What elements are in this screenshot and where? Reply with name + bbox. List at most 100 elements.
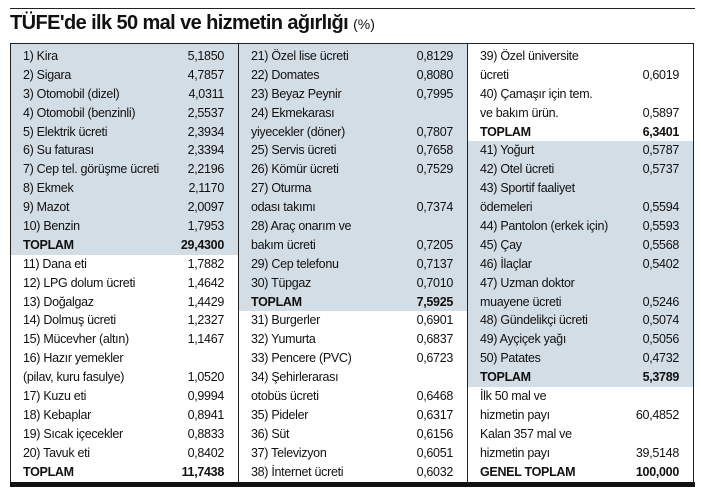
item-value: 0,9994 bbox=[187, 389, 225, 404]
item-label: ve bakım ürün. bbox=[480, 105, 559, 120]
item-value: 2,2196 bbox=[187, 162, 225, 177]
item-label: 17) Kuzu eti bbox=[23, 389, 87, 404]
item-value: 6,3401 bbox=[642, 124, 680, 139]
item-label: TOPLAM bbox=[23, 237, 74, 252]
table-row: yiyecekler (döner) 0,7807 bbox=[239, 122, 467, 142]
item-value: 2,0097 bbox=[187, 200, 225, 215]
item-value: 0,8833 bbox=[187, 426, 225, 441]
table-row: 3) Otomobil (dizel) 4,0311 bbox=[11, 84, 238, 104]
table-row: 37) Televizyon 0,6051 bbox=[239, 444, 467, 463]
item-value: 0,7374 bbox=[416, 200, 454, 215]
item-label: 30) Tüpgaz bbox=[251, 275, 312, 290]
item-value: 0,8402 bbox=[187, 445, 225, 460]
table-row: hizmetin payı 60,4852 bbox=[468, 406, 693, 425]
item-label: 44) Pantolon (erkek için) bbox=[480, 219, 608, 234]
item-label: 29) Cep telefonu bbox=[251, 256, 339, 271]
item-value: 0,7995 bbox=[416, 86, 454, 101]
item-value: 0,6837 bbox=[416, 332, 454, 347]
weights-table: 1) Kira 5,1850 2) Sigara 4,7857 3) Otomobil … bbox=[10, 43, 694, 482]
table-column-2: 21) Özel lise ücreti 0,8129 22) Domates 0,8… bbox=[239, 44, 468, 482]
table-row: bakım ücreti 0,7205 bbox=[239, 235, 467, 255]
item-label: 47) Uzman doktor bbox=[480, 275, 575, 290]
table-column-1: 1) Kira 5,1850 2) Sigara 4,7857 3) Otomobil … bbox=[11, 44, 239, 482]
item-value: 2,5537 bbox=[187, 105, 225, 120]
item-label: 35) Pideler bbox=[251, 407, 309, 422]
item-label: 37) Televizyon bbox=[251, 445, 327, 460]
item-value: 0,5737 bbox=[642, 162, 680, 177]
table-row: 26) Kömür ücreti 0,7529 bbox=[239, 160, 467, 180]
table-row: muayene ücreti 0,5246 bbox=[468, 292, 693, 312]
item-label: 24) Ekmekarası bbox=[251, 105, 335, 120]
item-value: 0,5246 bbox=[642, 294, 680, 309]
table-row: 40) Çamaşır için tem. bbox=[468, 85, 693, 104]
item-value: 4,0311 bbox=[188, 86, 224, 101]
table-row: 28) Araç onarım ve bbox=[239, 217, 467, 236]
table-column-3: 39) Özel üniversite ücreti 0,6019 40) Çamaş… bbox=[468, 44, 694, 482]
item-label: 42) Otel ücreti bbox=[480, 162, 555, 177]
table-row: 49) Ayçiçek yağı 0,5056 bbox=[468, 330, 693, 350]
table-row: 1) Kira 5,1850 bbox=[11, 44, 238, 66]
item-value: 0,6019 bbox=[642, 67, 680, 82]
table-row: ödemeleri 0,5594 bbox=[468, 198, 693, 218]
table-row: 15) Mücevher (altın) 1,1467 bbox=[11, 330, 238, 349]
table-row: 44) Pantolon (erkek için) 0,5593 bbox=[468, 217, 693, 236]
item-label: 36) Süt bbox=[251, 426, 290, 441]
table-row: ve bakım ürün. 0,5897 bbox=[468, 104, 693, 123]
item-value: 0,8941 bbox=[187, 407, 225, 422]
table-row: otobüs ücreti 0,6468 bbox=[239, 387, 467, 406]
item-value: 0,7658 bbox=[416, 143, 454, 158]
page-title: TÜFE'de ilk 50 mal ve hizmetin ağırlığı … bbox=[10, 12, 375, 35]
table-row: 20) Tavuk eti 0,8402 bbox=[11, 444, 238, 463]
item-label: 45) Çay bbox=[480, 237, 522, 252]
title-unit: (%) bbox=[353, 16, 375, 32]
item-label: 32) Yumurta bbox=[251, 332, 316, 347]
table-row: 41) Yoğurt 0,5787 bbox=[468, 141, 693, 161]
item-label: 48) Gündelikçi ücreti bbox=[480, 313, 588, 328]
item-label: 40) Çamaşır için tem. bbox=[480, 86, 593, 101]
table-row: 7) Cep tel. görüşme ücreti 2,2196 bbox=[11, 160, 238, 180]
item-value: 1,7953 bbox=[187, 219, 225, 234]
item-value: 0,7529 bbox=[416, 162, 454, 177]
item-label: hizmetin payı bbox=[480, 445, 550, 460]
item-label: 21) Özel lise ücreti bbox=[251, 49, 349, 63]
table-row: 38) İnternet ücreti 0,6032 bbox=[239, 463, 467, 482]
item-value: 0,6317 bbox=[416, 407, 454, 422]
table-row: Kalan 357 mal ve bbox=[468, 425, 693, 444]
item-value: 100,000 bbox=[635, 464, 679, 479]
table-row: 35) Pideler 0,6317 bbox=[239, 406, 467, 425]
item-label: ödemeleri bbox=[480, 200, 533, 215]
table-row: 14) Dolmuş ücreti 1,2327 bbox=[11, 311, 238, 330]
table-row: 17) Kuzu eti 0,9994 bbox=[11, 387, 238, 406]
item-label: 25) Servis ücreti bbox=[251, 143, 337, 158]
table-row: odası takımı 0,7374 bbox=[239, 198, 467, 218]
item-label: 19) Sıcak içecekler bbox=[23, 426, 123, 441]
item-value: 29,4300 bbox=[180, 237, 224, 252]
item-value: 0,7807 bbox=[416, 124, 454, 139]
item-label: yiyecekler (döner) bbox=[251, 124, 345, 139]
total-row: GENEL TOPLAM 100,000 bbox=[468, 463, 693, 482]
item-value: 7,5925 bbox=[416, 294, 454, 309]
item-label: otobüs ücreti bbox=[251, 389, 319, 404]
item-value: 39,5148 bbox=[635, 445, 679, 460]
table-row: 24) Ekmekarası bbox=[239, 103, 467, 123]
item-label: 3) Otomobil (dizel) bbox=[23, 86, 120, 101]
item-label: TOPLAM bbox=[251, 294, 302, 309]
item-value: 0,6051 bbox=[416, 445, 454, 460]
item-value: 2,3934 bbox=[187, 124, 225, 139]
item-label: 31) Burgerler bbox=[251, 313, 321, 328]
item-value: 1,0520 bbox=[187, 370, 225, 385]
item-value: 5,3789 bbox=[642, 370, 680, 385]
item-value: 0,5402 bbox=[642, 256, 680, 271]
item-value: 4,7857 bbox=[187, 67, 225, 82]
item-label: 16) Hazır yemekler bbox=[23, 351, 124, 366]
item-label: İlk 50 mal ve bbox=[480, 389, 547, 404]
item-label: 27) Oturma bbox=[251, 181, 312, 196]
table-row: 29) Cep telefonu 0,7137 bbox=[239, 254, 467, 274]
table-row: 36) Süt 0,6156 bbox=[239, 425, 467, 444]
item-value: 2,1170 bbox=[188, 181, 224, 196]
total-row: TOPLAM 7,5925 bbox=[239, 292, 467, 312]
item-value: 1,2327 bbox=[187, 313, 225, 328]
table-row: 4) Otomobil (benzinli) 2,5537 bbox=[11, 103, 238, 123]
item-label: 41) Yoğurt bbox=[480, 143, 534, 158]
item-label: 8) Ekmek bbox=[23, 181, 74, 196]
